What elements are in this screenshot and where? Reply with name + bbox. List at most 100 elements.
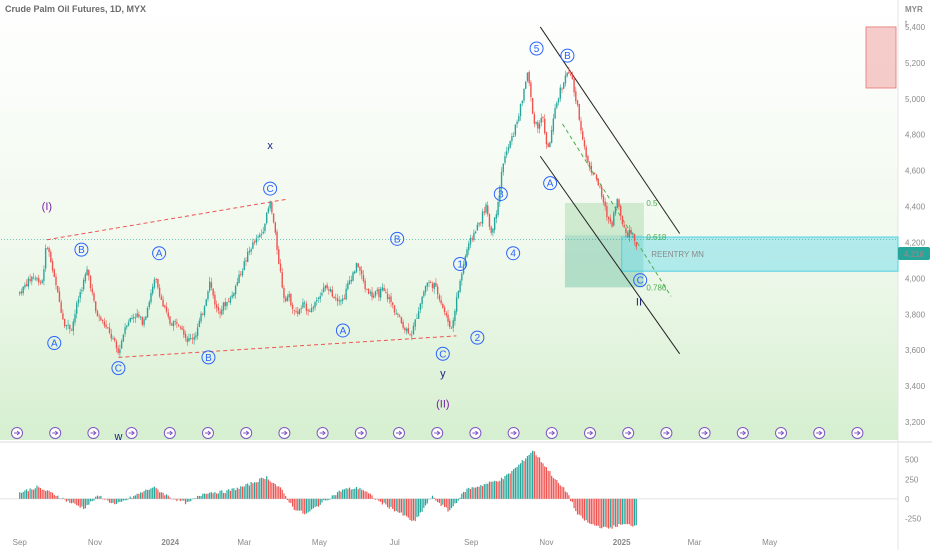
- event-marker-icon: [698, 427, 711, 439]
- candle-body: [221, 309, 223, 315]
- candle-body: [563, 82, 565, 89]
- candle-body: [196, 327, 199, 336]
- oscillator-bar: [561, 486, 563, 499]
- candle-body: [333, 296, 335, 299]
- oscillator-bar: [552, 477, 554, 499]
- event-markers: [11, 427, 864, 439]
- x-tick-label: Mar: [688, 538, 702, 547]
- candle-body: [324, 285, 327, 289]
- oscillator-bar: [140, 492, 142, 499]
- x-tick-label: Nov: [539, 538, 553, 547]
- candle-body: [500, 171, 503, 189]
- oscillator-bar: [483, 484, 485, 499]
- oscillator-bar: [497, 481, 499, 499]
- event-marker-icon: [125, 427, 138, 439]
- candle-body: [274, 222, 277, 233]
- wave-circle-label: C: [267, 184, 274, 195]
- oscillator-bar: [580, 498, 582, 516]
- candle-body: [152, 286, 154, 294]
- candle-body: [212, 288, 214, 296]
- candle-body: [440, 300, 442, 304]
- candle-body: [395, 313, 397, 314]
- candle-body: [295, 311, 297, 312]
- candle-body: [588, 162, 591, 167]
- event-marker-arrow: [778, 430, 785, 436]
- oscillator-bar: [336, 492, 339, 499]
- candle-body: [183, 329, 185, 335]
- candle-body: [238, 274, 240, 283]
- oscillator-bar: [181, 498, 183, 501]
- candle-body: [231, 295, 233, 298]
- wave-circle: [74, 242, 89, 257]
- candle-body: [126, 325, 128, 328]
- oscillator-bar: [65, 498, 67, 502]
- oscillator-bar: [314, 498, 316, 508]
- wave-circle: [152, 246, 167, 261]
- oscillator-bar: [291, 498, 294, 507]
- oscillator-bar: [608, 498, 610, 529]
- oscillator-bar: [86, 498, 88, 506]
- oscillator-bar: [416, 498, 418, 518]
- candle-body: [65, 324, 68, 327]
- oscillator-bar: [514, 467, 516, 499]
- candle-body: [63, 319, 66, 327]
- oscillator-bar: [488, 481, 491, 499]
- oscillator-bar: [623, 498, 625, 525]
- candle-body: [525, 81, 527, 89]
- candle-body: [509, 140, 511, 148]
- candle-body: [357, 263, 359, 268]
- y-tick-label: 4,000: [905, 274, 926, 283]
- candle-body: [544, 118, 546, 134]
- oscillator-bar: [190, 498, 192, 502]
- event-marker-icon: [469, 427, 482, 439]
- currency-sub-label: t: [905, 19, 908, 28]
- candle-body: [39, 282, 42, 284]
- oscillator-bar: [635, 498, 637, 526]
- oscillator-bar: [271, 482, 273, 499]
- oscillator-bar: [466, 488, 468, 499]
- candle-body: [366, 288, 368, 290]
- candle-body: [50, 251, 52, 263]
- oscillator-pane-bg: [0, 443, 898, 535]
- oscillator-tick-label: 250: [905, 475, 919, 484]
- candle-body: [24, 285, 26, 288]
- upper-trendline: [46, 198, 287, 241]
- oscillator-bar: [155, 488, 157, 499]
- candle-body: [286, 296, 289, 301]
- oscillator-bar: [424, 498, 427, 506]
- oscillator-bar: [323, 498, 325, 501]
- candle-body: [119, 349, 121, 354]
- candle-body: [193, 337, 195, 340]
- wave-circle-label: 5: [534, 44, 540, 55]
- oscillator-bar: [402, 498, 404, 516]
- candle-body: [468, 243, 470, 251]
- candle-body: [407, 328, 409, 334]
- oscillator-bar: [369, 493, 371, 499]
- candle-body: [411, 335, 413, 337]
- oscillator-bar: [95, 496, 97, 499]
- candle-body: [526, 72, 529, 81]
- y-tick-label: 4,600: [905, 167, 926, 176]
- candle-body: [514, 124, 517, 136]
- candle-body: [417, 311, 420, 319]
- wave-circle: [111, 361, 126, 376]
- candle-body: [398, 315, 401, 317]
- oscillator-bar: [122, 498, 124, 501]
- oscillator-bar: [423, 498, 425, 508]
- wave-circle-label: 3: [498, 189, 504, 200]
- oscillator-bar: [316, 498, 318, 507]
- oscillator-bar: [300, 498, 302, 511]
- candlesticks: [19, 67, 637, 357]
- wave-circle: [543, 176, 558, 191]
- oscillator-bar: [84, 498, 86, 509]
- candle-body: [355, 263, 358, 273]
- oscillator-bar: [428, 498, 430, 500]
- oscillator-bar: [331, 495, 333, 499]
- oscillator-bar: [41, 489, 43, 499]
- oscillator-bar: [176, 498, 178, 502]
- candle-body: [436, 286, 439, 295]
- candle-body: [67, 324, 69, 326]
- candle-body: [176, 322, 178, 324]
- oscillator-bar: [563, 487, 565, 499]
- candle-body: [369, 292, 372, 294]
